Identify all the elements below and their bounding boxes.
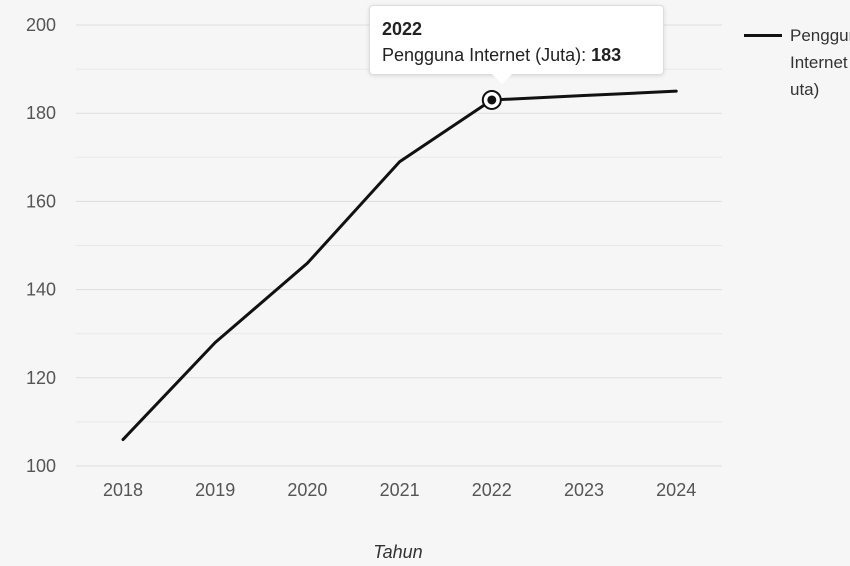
points-layer bbox=[122, 89, 678, 441]
series-line[interactable] bbox=[121, 89, 678, 442]
data-point[interactable] bbox=[214, 341, 217, 344]
x-tick-label: 2021 bbox=[380, 480, 420, 500]
x-tick-label: 2024 bbox=[656, 480, 696, 500]
series-layer bbox=[121, 89, 678, 442]
x-tick-label: 2018 bbox=[103, 480, 143, 500]
highlighted-point[interactable] bbox=[487, 95, 497, 105]
data-point[interactable] bbox=[398, 160, 401, 163]
data-point[interactable] bbox=[306, 262, 309, 265]
tooltip-line: Pengguna Internet (Juta): 183 bbox=[382, 42, 651, 68]
data-point[interactable] bbox=[675, 90, 678, 93]
y-tick-label: 140 bbox=[26, 280, 56, 300]
tooltip-arrow bbox=[492, 74, 512, 84]
y-tick-label: 200 bbox=[26, 15, 56, 35]
x-tick-label: 2019 bbox=[195, 480, 235, 500]
tooltip-title: 2022 bbox=[382, 19, 423, 39]
tooltip-series-label: Pengguna Internet (Juta): bbox=[382, 45, 592, 65]
legend-line-swatch bbox=[744, 34, 782, 37]
x-axis: 2018 2019 2020 2021 2022 2023 2024 bbox=[103, 480, 696, 500]
x-axis-title: Tahun bbox=[373, 542, 422, 562]
legend-series-label: Pengguna Internet (Juta) bbox=[790, 26, 850, 99]
x-tick-label: 2022 bbox=[472, 480, 512, 500]
y-tick-label: 100 bbox=[26, 456, 56, 476]
tooltip-value: 183 bbox=[591, 45, 622, 65]
grid-lines bbox=[76, 24, 722, 467]
data-tooltip: 2022 Pengguna Internet (Juta): 183 bbox=[369, 5, 664, 84]
y-axis: 100 120 140 160 180 200 bbox=[26, 15, 56, 476]
y-tick-label: 160 bbox=[26, 191, 56, 211]
data-point[interactable] bbox=[583, 94, 586, 97]
y-tick-label: 180 bbox=[26, 103, 56, 123]
data-point[interactable] bbox=[122, 438, 125, 441]
x-tick-label: 2023 bbox=[564, 480, 604, 500]
y-tick-label: 120 bbox=[26, 368, 56, 388]
x-tick-label: 2020 bbox=[287, 480, 327, 500]
